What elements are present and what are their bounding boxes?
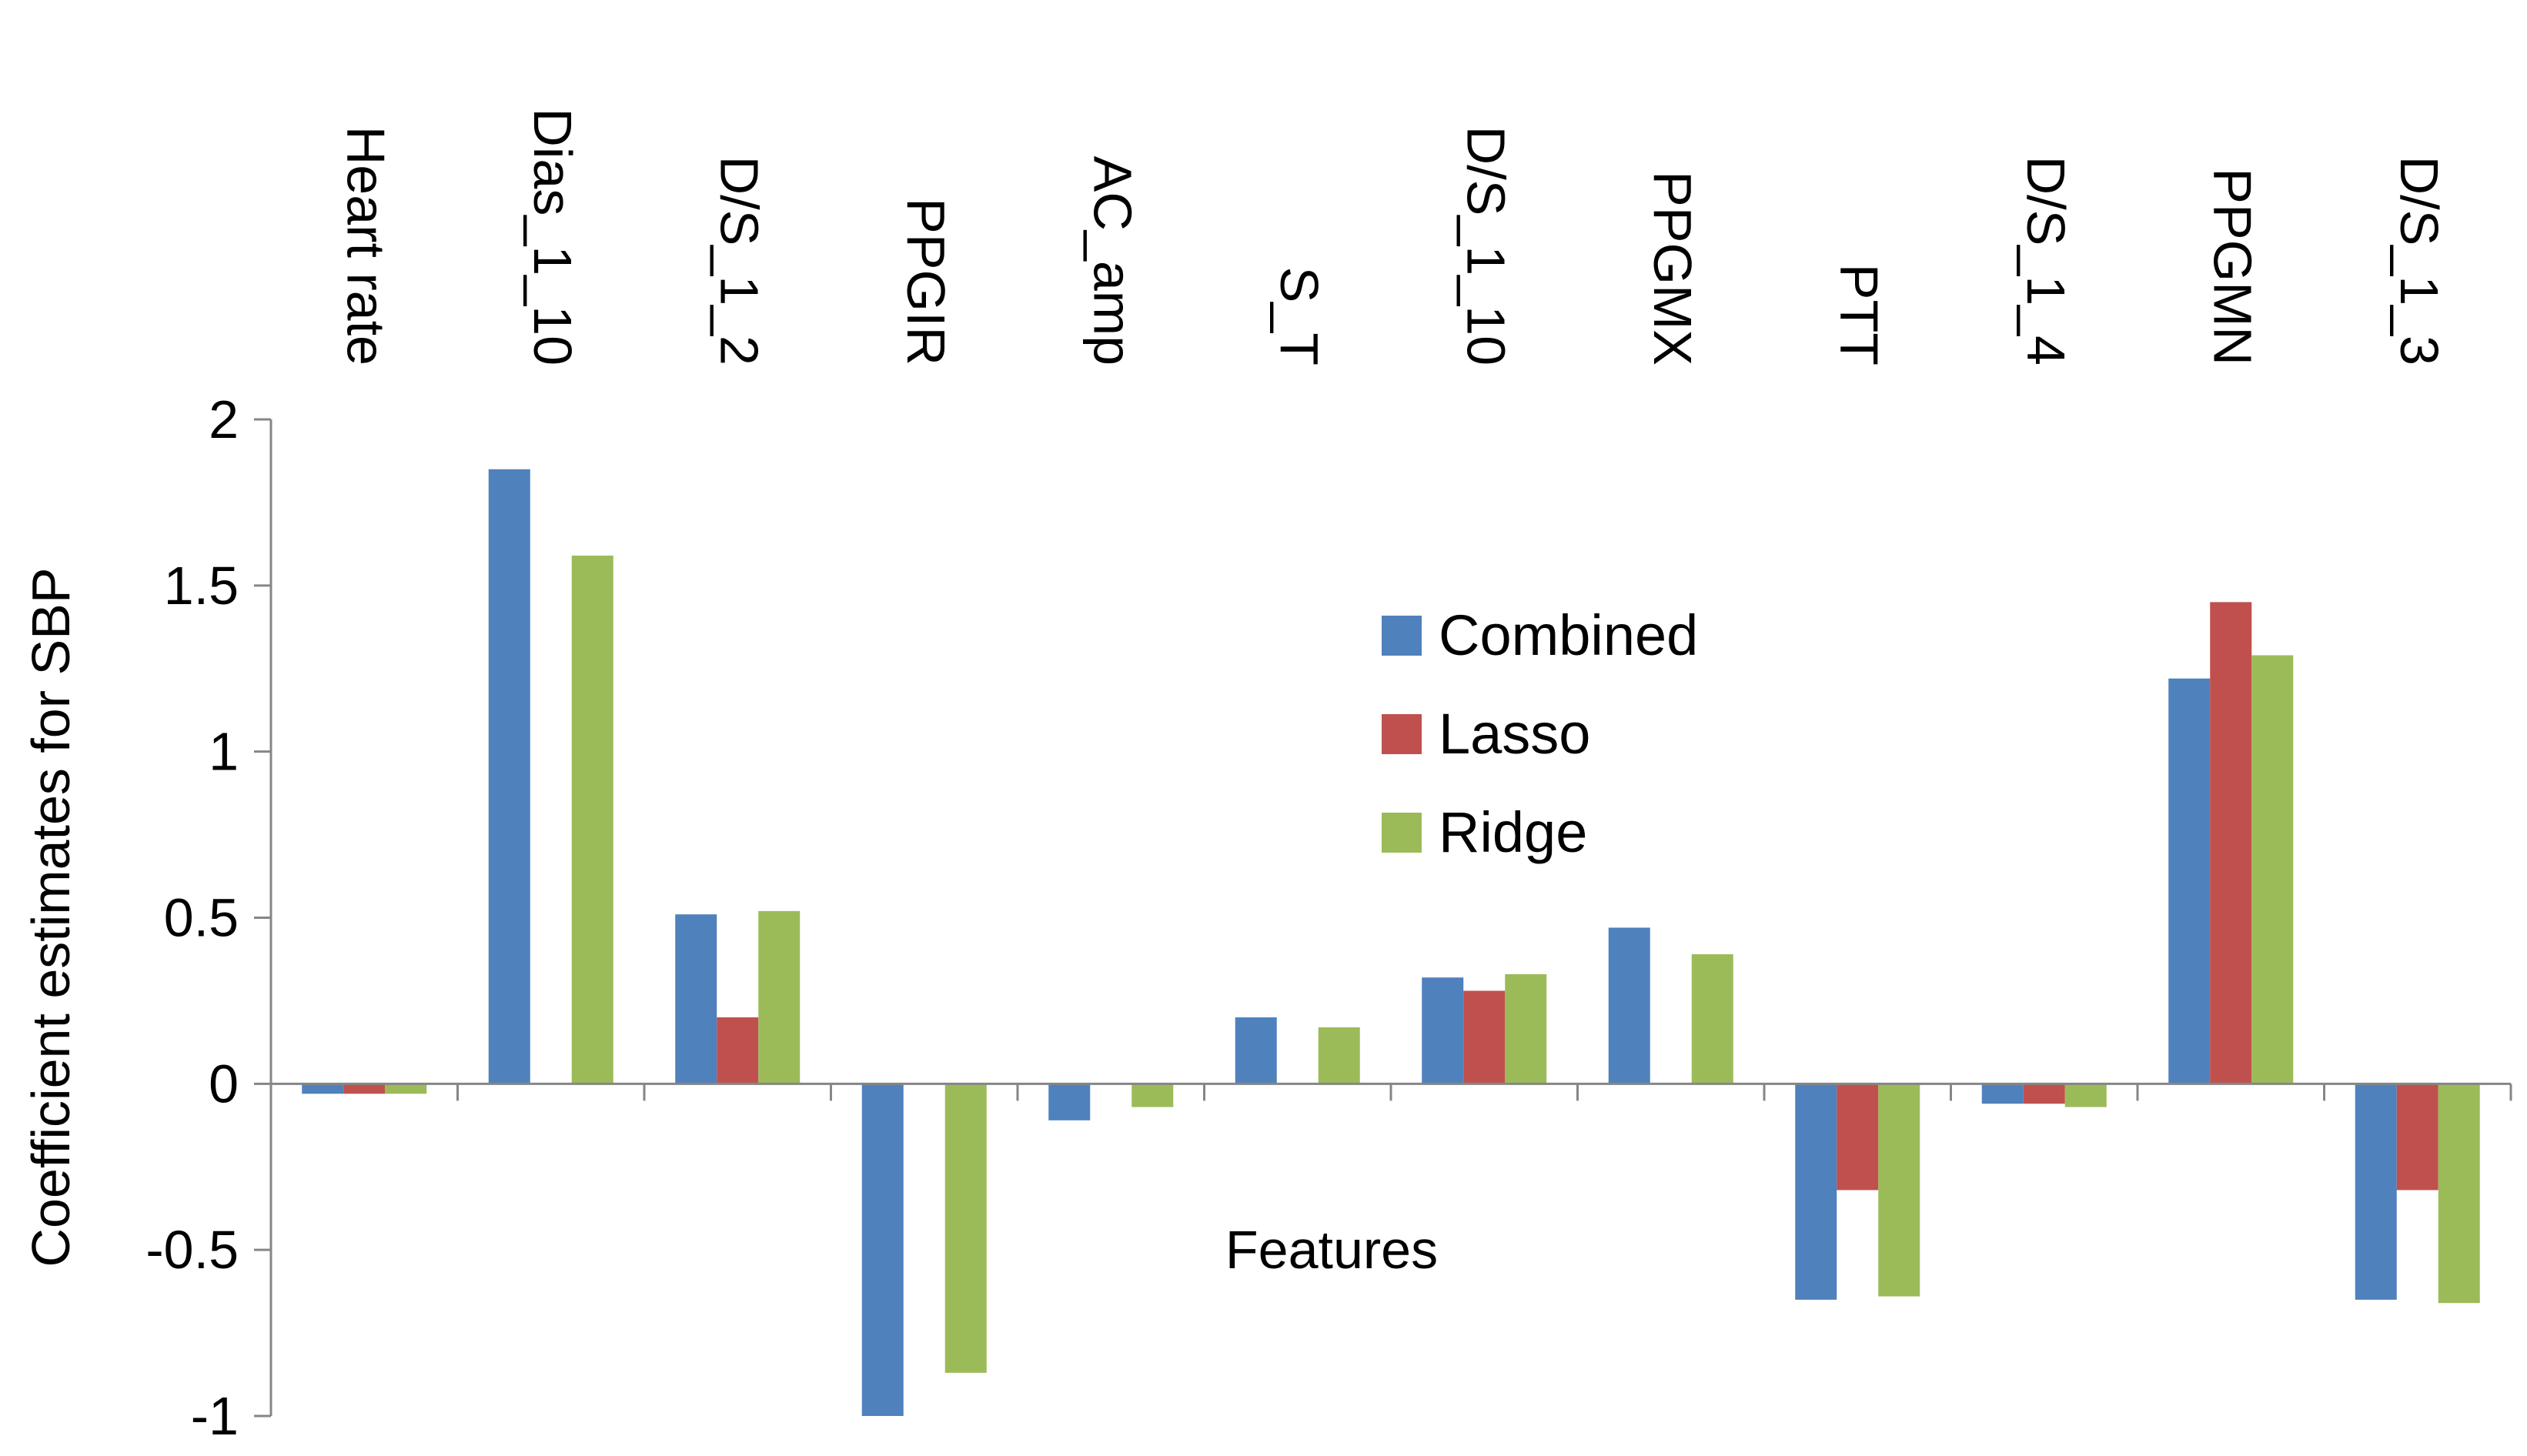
bar-combined — [1981, 1084, 2024, 1104]
x-category-label: PPGMN — [2202, 168, 2262, 366]
y-tick-label: 0.5 — [164, 888, 239, 948]
x-category-label: D/S_1_2 — [709, 156, 769, 366]
x-axis-title: Features — [1225, 1220, 1438, 1280]
y-tick-label: 2 — [209, 389, 239, 449]
bar-combined — [1422, 977, 1464, 1084]
bar-ridge — [1878, 1084, 1920, 1297]
bar-ridge — [1131, 1084, 1174, 1107]
bar-ridge — [2438, 1084, 2480, 1304]
x-category-label: Heart rate — [336, 126, 396, 366]
bar-ridge — [1691, 953, 1733, 1084]
bar-combined — [1048, 1084, 1091, 1120]
bar-ridge — [758, 910, 801, 1084]
legend-label-combined: Combined — [1439, 603, 1698, 667]
bar-combined — [675, 914, 717, 1084]
bar-lasso — [2023, 1084, 2065, 1104]
bar-combined — [2355, 1084, 2397, 1300]
legend-swatch-combined — [1382, 616, 1422, 656]
bar-lasso — [2210, 602, 2252, 1084]
bar-lasso — [2396, 1084, 2438, 1191]
bar-ridge — [944, 1084, 987, 1373]
bar-ridge — [385, 1084, 427, 1094]
legend-swatch-ridge — [1382, 813, 1422, 853]
bar-combined — [302, 1084, 344, 1094]
y-tick-label: -1 — [191, 1386, 239, 1446]
bar-lasso — [343, 1084, 386, 1094]
y-ticks: -1 -0.5 0 0.5 1 1.5 2 — [145, 389, 271, 1446]
bar-lasso — [1463, 990, 1506, 1084]
bar-combined — [1608, 927, 1650, 1084]
x-category-label: PTT — [1829, 264, 1889, 366]
legend-label-lasso: Lasso — [1439, 702, 1590, 766]
x-category-label: D/S_1_4 — [2016, 156, 2076, 366]
y-tick-label: 0 — [209, 1054, 239, 1114]
bar-combined — [1235, 1017, 1277, 1084]
y-axis-title: Coefficient estimates for SBP — [21, 567, 81, 1267]
x-category-label: D/S_1_10 — [1456, 126, 1516, 366]
bar-combined — [2168, 678, 2211, 1084]
bar-ridge — [2064, 1084, 2107, 1107]
category-labels: Heart rate Dias_1_10 D/S_1_2 PPGIR AC_amp S_T… — [336, 108, 2449, 366]
legend-swatch-lasso — [1382, 714, 1422, 754]
legend-label-ridge: Ridge — [1439, 800, 1587, 864]
y-tick-label: -0.5 — [145, 1220, 239, 1280]
bars — [302, 469, 2480, 1416]
x-category-label: AC_amp — [1082, 156, 1142, 366]
bar-lasso — [1837, 1084, 1879, 1191]
bar-ridge — [1318, 1027, 1360, 1084]
y-tick-label: 1 — [209, 722, 239, 782]
bar-ridge — [2251, 655, 2294, 1084]
bar-lasso — [717, 1017, 759, 1084]
x-ticks — [456, 1084, 2512, 1101]
x-category-label: PPGIR — [896, 198, 956, 366]
x-category-label: PPGMX — [1643, 171, 1703, 366]
x-category-label: S_T — [1269, 267, 1329, 366]
x-category-label: Dias_1_10 — [523, 108, 583, 366]
bar-combined — [488, 469, 530, 1084]
bar-combined — [1795, 1084, 1837, 1300]
x-category-label: D/S_1_3 — [2389, 156, 2449, 366]
legend: Combined Lasso Ridge — [1382, 603, 1698, 864]
bar-ridge — [571, 555, 613, 1084]
bar-combined — [861, 1084, 904, 1416]
y-tick-label: 1.5 — [164, 556, 239, 616]
bar-ridge — [1505, 973, 1547, 1084]
